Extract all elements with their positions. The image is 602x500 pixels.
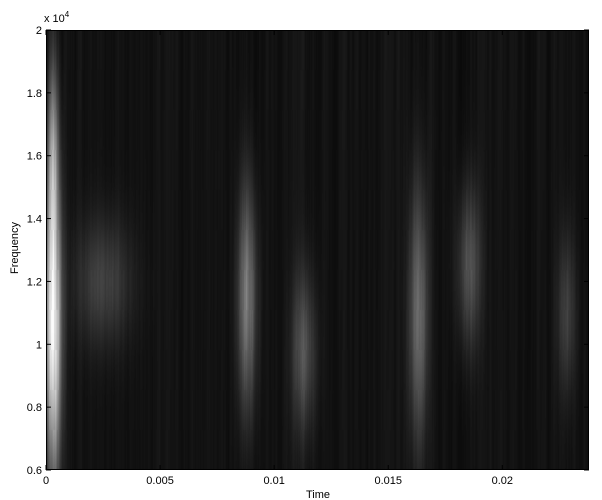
x-axis-ticks: 0 0.005 0.01 0.015 0.02 <box>43 30 513 487</box>
y-tick-label: 1 <box>36 339 42 351</box>
x-tick-label: 0.01 <box>263 475 284 487</box>
plot-frame <box>46 30 589 470</box>
y-tick-label: 2 <box>36 25 42 37</box>
y-exponent-power: 4 <box>65 10 70 19</box>
y-tick-label: 1.8 <box>27 88 42 100</box>
y-tick-label: 1.2 <box>27 276 42 288</box>
x-axis-label: Time <box>306 489 330 500</box>
y-tick-label: 0.6 <box>27 465 42 477</box>
spectrogram-canvas <box>46 30 589 470</box>
x-tick-label: 0 <box>43 475 49 487</box>
y-exponent-base: x 10 <box>44 13 65 25</box>
y-axis-ticks: 0.6 0.8 1 1.2 1.4 1.6 1.8 2 <box>27 25 589 477</box>
x-tick-label: 0.015 <box>374 475 402 487</box>
y-axis-exponent: x 104 <box>44 10 70 25</box>
y-tick-label: 1.6 <box>27 151 42 163</box>
spectrogram-image <box>46 30 589 470</box>
y-tick-label: 0.8 <box>27 402 42 414</box>
y-tick-label: 1.4 <box>27 214 42 226</box>
x-tick-label: 0.02 <box>492 475 513 487</box>
x-tick-label: 0.005 <box>146 475 174 487</box>
y-axis-label: Frequency <box>9 222 21 274</box>
plot-area <box>46 30 589 470</box>
